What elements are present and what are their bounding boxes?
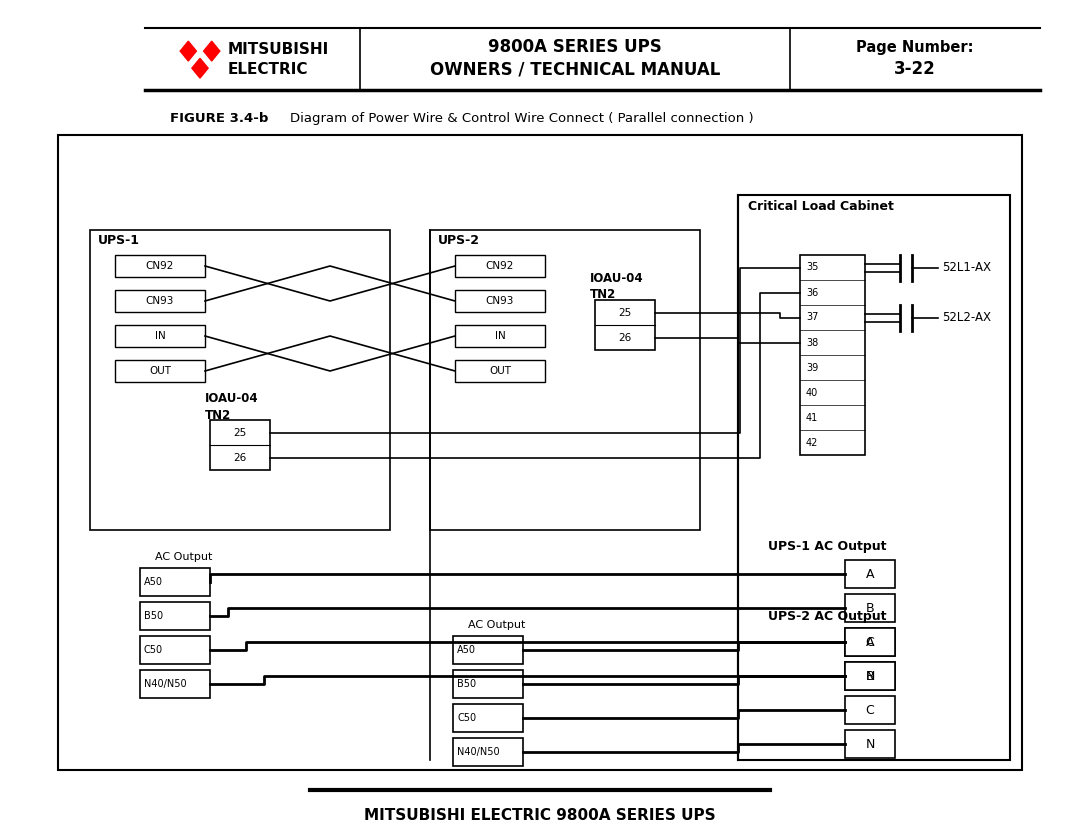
Text: B50: B50 bbox=[144, 611, 163, 621]
Text: C: C bbox=[866, 636, 875, 649]
Text: IN: IN bbox=[495, 331, 505, 341]
Text: UPS-1: UPS-1 bbox=[98, 234, 140, 247]
Bar bbox=[845, 662, 895, 690]
Bar bbox=[140, 670, 210, 698]
Text: C50: C50 bbox=[457, 713, 476, 723]
Bar bbox=[453, 738, 523, 766]
Text: 26: 26 bbox=[233, 453, 246, 463]
Bar bbox=[845, 730, 895, 758]
Bar bbox=[455, 360, 545, 382]
Bar bbox=[455, 255, 545, 277]
Text: UPS-2 AC Output: UPS-2 AC Output bbox=[768, 610, 887, 623]
Text: ELECTRIC: ELECTRIC bbox=[228, 62, 309, 77]
Bar bbox=[453, 704, 523, 732]
Text: 36: 36 bbox=[806, 288, 819, 298]
Text: B50: B50 bbox=[457, 679, 476, 689]
Text: 52L2-AX: 52L2-AX bbox=[942, 311, 991, 324]
Text: AC Output: AC Output bbox=[468, 620, 525, 630]
Bar bbox=[845, 662, 895, 690]
Text: CN93: CN93 bbox=[146, 296, 174, 306]
Text: A50: A50 bbox=[457, 645, 476, 655]
Text: C50: C50 bbox=[144, 645, 163, 655]
Text: 3-22: 3-22 bbox=[894, 60, 936, 78]
Text: 41: 41 bbox=[806, 413, 819, 423]
Text: MITSUBISHI: MITSUBISHI bbox=[228, 42, 329, 57]
Text: IOAU-04: IOAU-04 bbox=[590, 272, 644, 284]
Polygon shape bbox=[180, 41, 197, 61]
Text: Critical Load Cabinet: Critical Load Cabinet bbox=[748, 200, 894, 213]
Polygon shape bbox=[204, 41, 220, 61]
Text: N40/N50: N40/N50 bbox=[144, 679, 187, 689]
Bar bbox=[595, 300, 654, 350]
Polygon shape bbox=[192, 58, 208, 78]
Text: 26: 26 bbox=[619, 333, 632, 343]
Bar bbox=[114, 325, 205, 347]
Text: 25: 25 bbox=[619, 308, 632, 318]
Text: TN2: TN2 bbox=[590, 289, 617, 302]
Text: UPS-1 AC Output: UPS-1 AC Output bbox=[768, 540, 887, 553]
Text: 9800A SERIES UPS: 9800A SERIES UPS bbox=[488, 38, 662, 56]
Bar bbox=[845, 628, 895, 656]
Text: OUT: OUT bbox=[489, 366, 511, 376]
Bar bbox=[845, 594, 895, 622]
Bar bbox=[845, 696, 895, 724]
Text: CN92: CN92 bbox=[486, 261, 514, 271]
Text: OWNERS / TECHNICAL MANUAL: OWNERS / TECHNICAL MANUAL bbox=[430, 60, 720, 78]
Text: N: N bbox=[865, 737, 875, 751]
Text: CN93: CN93 bbox=[486, 296, 514, 306]
Text: 40: 40 bbox=[806, 388, 819, 398]
Bar bbox=[114, 290, 205, 312]
Text: TN2: TN2 bbox=[205, 409, 231, 421]
Text: A: A bbox=[866, 636, 874, 649]
Text: Page Number:: Page Number: bbox=[856, 39, 974, 54]
Bar bbox=[140, 602, 210, 630]
Bar bbox=[114, 255, 205, 277]
Text: A: A bbox=[866, 567, 874, 580]
Text: B: B bbox=[866, 601, 875, 615]
Bar bbox=[738, 195, 1010, 760]
Text: N: N bbox=[865, 670, 875, 682]
Text: 38: 38 bbox=[806, 338, 819, 348]
Text: IOAU-04: IOAU-04 bbox=[205, 391, 258, 404]
Text: Diagram of Power Wire & Control Wire Connect ( Parallel connection ): Diagram of Power Wire & Control Wire Con… bbox=[291, 112, 754, 124]
Text: B: B bbox=[866, 670, 875, 682]
Text: FIGURE 3.4-b: FIGURE 3.4-b bbox=[170, 112, 268, 124]
Bar bbox=[845, 628, 895, 656]
Bar bbox=[114, 360, 205, 382]
Bar bbox=[455, 325, 545, 347]
Bar bbox=[800, 255, 865, 455]
Text: 52L1-AX: 52L1-AX bbox=[942, 261, 991, 274]
Text: A50: A50 bbox=[144, 577, 163, 587]
Text: IN: IN bbox=[154, 331, 165, 341]
Bar bbox=[58, 135, 1022, 770]
Bar bbox=[140, 568, 210, 596]
Text: N40/N50: N40/N50 bbox=[457, 747, 500, 757]
Bar bbox=[90, 230, 390, 530]
Bar bbox=[845, 560, 895, 588]
Text: 42: 42 bbox=[806, 438, 819, 448]
Text: UPS-2: UPS-2 bbox=[438, 234, 480, 247]
Text: 35: 35 bbox=[806, 263, 819, 273]
Text: 25: 25 bbox=[233, 428, 246, 438]
Text: AC Output: AC Output bbox=[156, 552, 213, 562]
Bar bbox=[453, 636, 523, 664]
Text: OUT: OUT bbox=[149, 366, 171, 376]
Text: 37: 37 bbox=[806, 313, 819, 323]
Text: 39: 39 bbox=[806, 363, 819, 373]
Text: C: C bbox=[866, 704, 875, 716]
Bar bbox=[140, 636, 210, 664]
Bar bbox=[430, 230, 700, 530]
Text: CN92: CN92 bbox=[146, 261, 174, 271]
Bar bbox=[210, 420, 270, 470]
Bar bbox=[455, 290, 545, 312]
Bar bbox=[453, 670, 523, 698]
Text: MITSUBISHI ELECTRIC 9800A SERIES UPS: MITSUBISHI ELECTRIC 9800A SERIES UPS bbox=[364, 807, 716, 822]
